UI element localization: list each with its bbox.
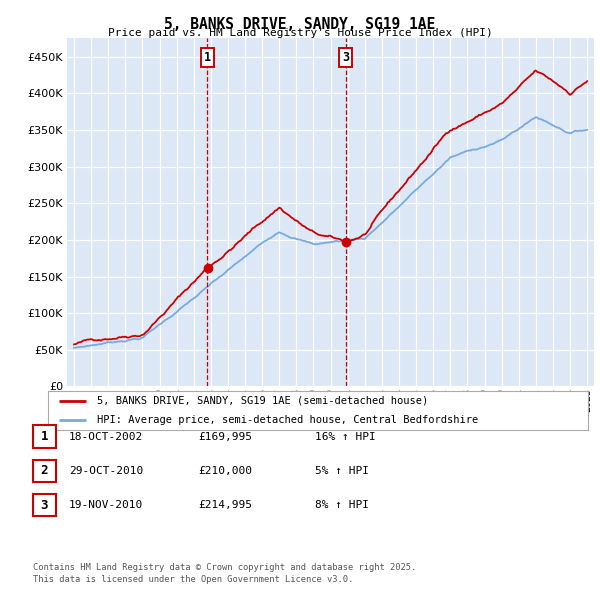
Text: 1: 1 <box>41 430 48 443</box>
Text: HPI: Average price, semi-detached house, Central Bedfordshire: HPI: Average price, semi-detached house,… <box>97 415 478 425</box>
Text: 1: 1 <box>204 51 211 64</box>
Text: Price paid vs. HM Land Registry's House Price Index (HPI): Price paid vs. HM Land Registry's House … <box>107 28 493 38</box>
Text: 29-OCT-2010: 29-OCT-2010 <box>69 466 143 476</box>
Text: 3: 3 <box>342 51 349 64</box>
Text: 19-NOV-2010: 19-NOV-2010 <box>69 500 143 510</box>
Text: 8% ↑ HPI: 8% ↑ HPI <box>315 500 369 510</box>
Text: £169,995: £169,995 <box>198 432 252 441</box>
Text: 2: 2 <box>41 464 48 477</box>
Text: 18-OCT-2002: 18-OCT-2002 <box>69 432 143 441</box>
Text: Contains HM Land Registry data © Crown copyright and database right 2025.
This d: Contains HM Land Registry data © Crown c… <box>33 563 416 584</box>
Text: 5, BANKS DRIVE, SANDY, SG19 1AE (semi-detached house): 5, BANKS DRIVE, SANDY, SG19 1AE (semi-de… <box>97 396 428 406</box>
Text: 16% ↑ HPI: 16% ↑ HPI <box>315 432 376 441</box>
Text: £214,995: £214,995 <box>198 500 252 510</box>
Text: 5, BANKS DRIVE, SANDY, SG19 1AE: 5, BANKS DRIVE, SANDY, SG19 1AE <box>164 17 436 31</box>
Text: £210,000: £210,000 <box>198 466 252 476</box>
Text: 3: 3 <box>41 499 48 512</box>
Text: 5% ↑ HPI: 5% ↑ HPI <box>315 466 369 476</box>
